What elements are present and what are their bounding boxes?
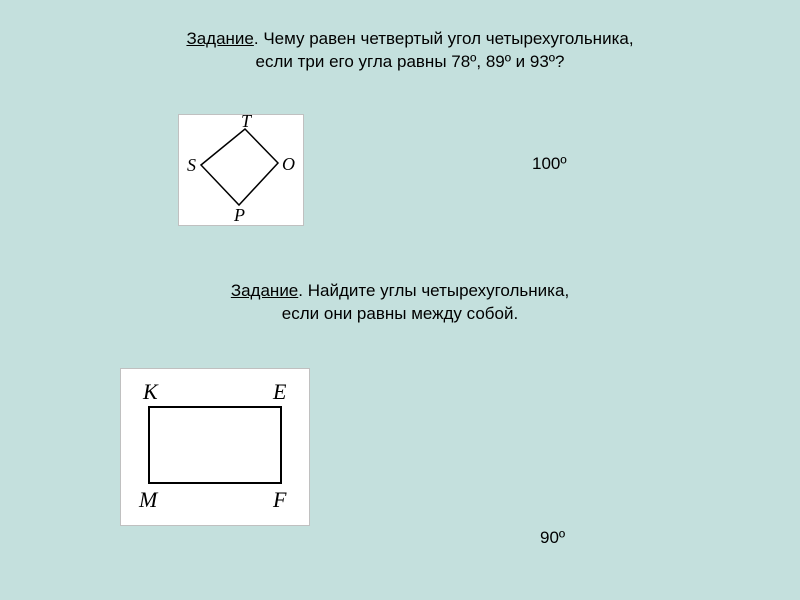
quadrilateral-shape bbox=[201, 129, 278, 205]
quadrilateral-stop: T O P S bbox=[179, 115, 303, 225]
task2-line2: если они равны между собой. bbox=[282, 304, 518, 323]
vertex-P: P bbox=[233, 205, 245, 225]
vertex-E: E bbox=[272, 379, 287, 404]
task2-label: Задание bbox=[231, 281, 298, 300]
task2-text: Задание. Найдите углы четырехугольника, … bbox=[140, 280, 660, 326]
vertex-O: O bbox=[282, 154, 295, 174]
task1-answer: 100º bbox=[532, 154, 567, 174]
task1-line1: . Чему равен четвертый угол четырехуголь… bbox=[254, 29, 634, 48]
task1-text: Задание. Чему равен четвертый угол четыр… bbox=[130, 28, 690, 74]
vertex-M: M bbox=[138, 487, 159, 512]
task2-figure: K E F M bbox=[120, 368, 310, 526]
task1-label: Задание bbox=[186, 29, 253, 48]
vertex-F: F bbox=[272, 487, 287, 512]
vertex-K: K bbox=[142, 379, 159, 404]
task1-figure: T O P S bbox=[178, 114, 304, 226]
vertex-T: T bbox=[241, 115, 253, 131]
rectangle-shape bbox=[149, 407, 281, 483]
task2-answer: 90º bbox=[540, 528, 565, 548]
task1-line2: если три его угла равны 78º, 89º и 93º? bbox=[256, 52, 565, 71]
task2-line1: . Найдите углы четырехугольника, bbox=[298, 281, 569, 300]
rectangle-kemf: K E F M bbox=[121, 369, 309, 525]
vertex-S: S bbox=[187, 155, 196, 175]
